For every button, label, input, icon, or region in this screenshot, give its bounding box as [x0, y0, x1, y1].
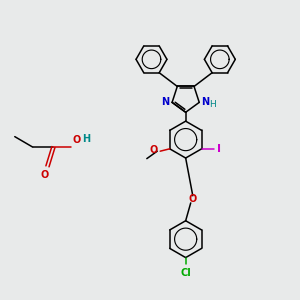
Text: H: H: [209, 100, 215, 109]
Text: O: O: [188, 194, 196, 204]
Text: N: N: [162, 98, 170, 107]
Text: H: H: [82, 134, 90, 144]
Text: N: N: [202, 98, 210, 107]
Text: O: O: [73, 135, 81, 145]
Text: I: I: [217, 144, 221, 154]
Text: O: O: [41, 170, 49, 180]
Text: Cl: Cl: [180, 268, 191, 278]
Text: O: O: [150, 145, 158, 155]
